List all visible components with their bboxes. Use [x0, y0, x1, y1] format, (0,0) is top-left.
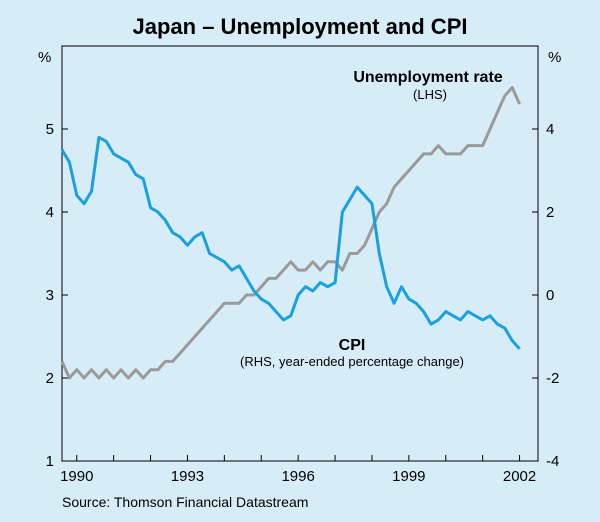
right-axis-tick-label: -2 [546, 370, 559, 387]
left-axis-tick-label: 5 [46, 121, 54, 138]
x-axis-tick-label: 1996 [281, 468, 314, 485]
cpi-series-label: CPI [339, 337, 366, 354]
x-axis-tick-label: 2002 [503, 468, 536, 485]
unemployment-series-label: Unemployment rate [353, 69, 502, 86]
unemployment-series-detail: (LHS) [413, 87, 447, 102]
cpi-series-line [60, 135, 521, 350]
right-axis-unit: % [548, 49, 561, 66]
cpi-series-detail: (RHS, year-ended percentage change) [240, 354, 464, 369]
chart-title: Japan – Unemployment and CPI [132, 14, 468, 39]
left-axis-tick-label: 2 [46, 370, 54, 387]
right-axis-tick-label: 2 [546, 204, 554, 221]
right-axis-tick-label: 0 [546, 287, 554, 304]
plot-frame [61, 45, 539, 462]
left-axis-unit: % [38, 49, 51, 66]
left-axis-tick-label: 1 [46, 453, 54, 470]
left-axis-tick-label: 3 [46, 287, 54, 304]
right-axis-tick-label: -4 [546, 453, 559, 470]
x-axis-tick-label: 1993 [171, 468, 204, 485]
right-axis-tick-label: 4 [546, 121, 554, 138]
x-axis-tick-label: 1999 [392, 468, 425, 485]
x-axis-tick-label: 1990 [60, 468, 93, 485]
left-axis-tick-label: 4 [46, 204, 54, 221]
source-note: Source: Thomson Financial Datastream [62, 494, 309, 510]
unemployment-series-line [60, 86, 521, 380]
